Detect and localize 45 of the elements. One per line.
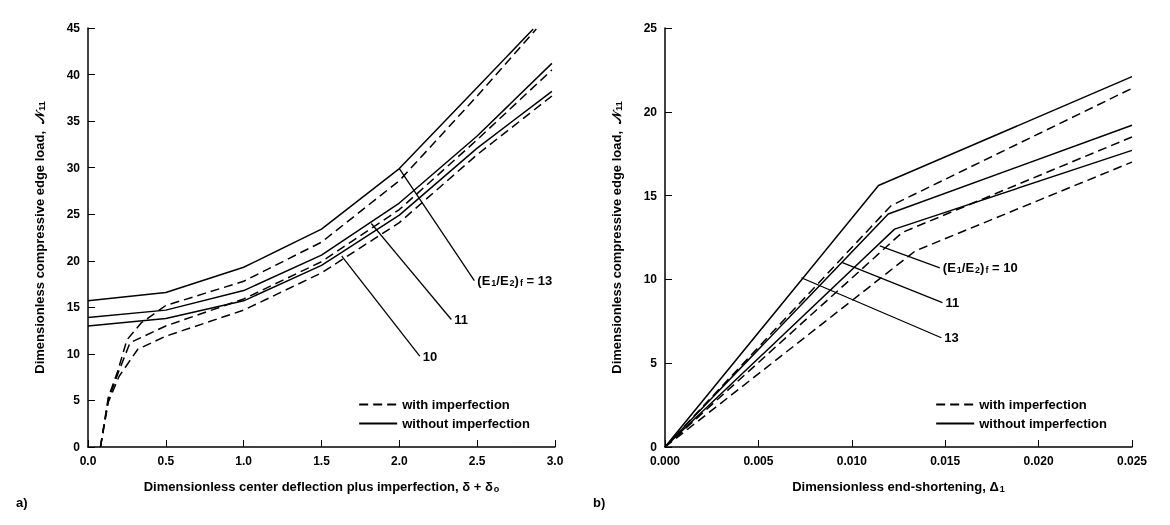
annotation: (E1/E2)f = 10 xyxy=(942,260,1018,276)
y-tick-label: 45 xyxy=(66,21,81,35)
text: a) xyxy=(16,495,28,510)
x-tick-label: 0.005 xyxy=(743,454,774,468)
annotation: 13 xyxy=(944,330,959,346)
y-tick-label: 35 xyxy=(66,114,81,129)
x-tick-label: 0.010 xyxy=(836,454,868,468)
y-tick-label: 10 xyxy=(66,346,81,361)
y-axis-title: Dimensionless compressive edge load, 𝒩11 xyxy=(31,101,47,374)
x-tick-label: 2.5 xyxy=(468,454,486,468)
x-tick-label: 0.5 xyxy=(157,454,175,468)
y-tick-label: 20 xyxy=(643,104,658,119)
text: b) xyxy=(593,495,606,510)
y-tick-label: 40 xyxy=(66,67,81,82)
annotation: 10 xyxy=(422,348,438,364)
annotation: 11 xyxy=(454,312,469,328)
y-tick-label: 0 xyxy=(650,440,658,454)
legend-label: with imperfection xyxy=(401,397,510,412)
x-tick-label: 3.0 xyxy=(546,454,564,468)
y-tick-label: 15 xyxy=(643,188,658,203)
y-tick-label: 20 xyxy=(66,253,81,268)
y-tick-label: 25 xyxy=(643,21,658,35)
y-tick-label: 10 xyxy=(643,272,658,287)
x-tick-label: 0.000 xyxy=(649,454,681,468)
y-tick-label: 5 xyxy=(73,393,81,408)
legend-label: without imperfection xyxy=(978,416,1108,431)
x-tick-label: 0.0 xyxy=(79,454,97,468)
x-tick-label: 0.025 xyxy=(1116,454,1148,468)
x-axis-title: Dimensionless center deflection plus imperfection, δ + δo xyxy=(143,478,500,494)
y-tick-label: 15 xyxy=(66,300,81,315)
x-axis-title: Dimensionless end-shortening, Δ1 xyxy=(792,478,1005,494)
annotation: (E1/E2)f = 13 xyxy=(477,273,553,289)
y-axis-title: Dimensionless compressive edge load, 𝒩11 xyxy=(608,101,624,374)
x-tick-label: 1.5 xyxy=(313,454,331,468)
annotation: 11 xyxy=(945,295,960,311)
x-tick-label: 1.0 xyxy=(235,454,253,468)
legend-label: without imperfection xyxy=(401,416,531,431)
x-tick-label: 0.020 xyxy=(1023,454,1054,468)
legend-label: with imperfection xyxy=(978,397,1087,412)
x-tick-label: 2.0 xyxy=(390,454,408,468)
y-tick-label: 25 xyxy=(66,207,81,222)
y-tick-label: 5 xyxy=(650,356,658,371)
y-tick-label: 30 xyxy=(66,160,81,175)
x-tick-label: 0.015 xyxy=(930,454,961,468)
y-tick-label: 0 xyxy=(73,440,81,454)
